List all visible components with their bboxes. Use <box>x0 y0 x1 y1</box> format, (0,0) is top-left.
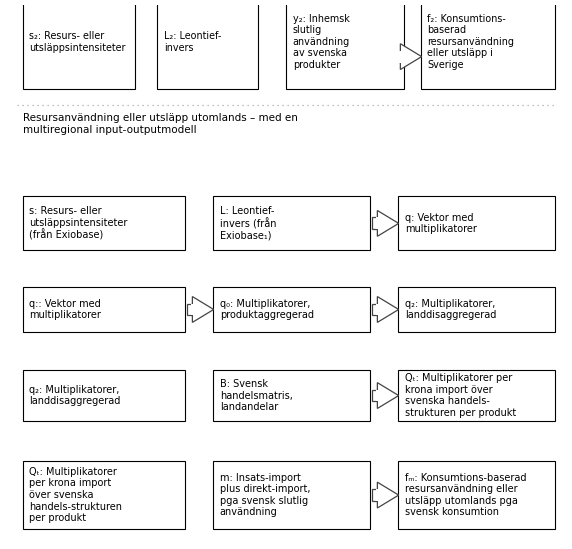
FancyBboxPatch shape <box>398 287 555 332</box>
Text: y₂: Inhemsk
slutlig
användning
av svenska
produkter: y₂: Inhemsk slutlig användning av svensk… <box>293 14 350 70</box>
Text: Qₜ: Multiplikatorer
per krona import
över svenska
handels­strukturen
per produkt: Qₜ: Multiplikatorer per krona import öve… <box>29 467 122 523</box>
Text: Resursanvändning eller utsläpp utomlands – med en
multiregional input-outputmode: Resursanvändning eller utsläpp utomlands… <box>22 113 297 135</box>
FancyBboxPatch shape <box>398 370 555 421</box>
Text: s₂: Resurs- eller
utsläppsintensiteter: s₂: Resurs- eller utsläppsintensiteter <box>29 31 126 53</box>
Text: B: Svensk
handelsmatris,
landandelar: B: Svensk handelsmatris, landandelar <box>220 379 293 412</box>
Bar <box>376 217 379 229</box>
Bar <box>376 489 379 501</box>
Bar <box>372 304 378 315</box>
Text: q: Vektor med
multiplikatorer: q: Vektor med multiplikatorer <box>405 212 476 234</box>
FancyBboxPatch shape <box>22 287 185 332</box>
Text: q₀: Multiplikatorer,
produktaggregerad: q₀: Multiplikatorer, produktaggregerad <box>220 299 314 320</box>
Polygon shape <box>378 482 399 508</box>
FancyBboxPatch shape <box>22 462 185 529</box>
FancyBboxPatch shape <box>22 370 185 421</box>
FancyBboxPatch shape <box>213 370 370 421</box>
Bar <box>372 489 378 501</box>
Polygon shape <box>400 44 422 70</box>
FancyBboxPatch shape <box>398 197 555 250</box>
Text: q₂: Multiplikatorer,
landdisaggregerad: q₂: Multiplikatorer, landdisaggregerad <box>29 385 121 406</box>
FancyBboxPatch shape <box>157 0 258 89</box>
FancyBboxPatch shape <box>213 462 370 529</box>
Text: q:: Vektor med
multiplikatorer: q:: Vektor med multiplikatorer <box>29 299 101 320</box>
FancyBboxPatch shape <box>22 197 185 250</box>
FancyBboxPatch shape <box>286 0 404 89</box>
Bar <box>376 304 379 315</box>
Text: f₂: Konsumtions-
baserad
resursanvändning
eller utsläpp i
Sverige: f₂: Konsumtions- baserad resursanvändnin… <box>427 14 514 70</box>
Bar <box>188 304 192 315</box>
Bar <box>372 390 378 401</box>
Text: fₘ: Konsumtions-baserad
resursanvändning eller
utsläpp utomlands pga
svensk kons: fₘ: Konsumtions-baserad resursanvändning… <box>405 473 526 518</box>
Text: L: Leontief-
invers (från
Exiobase₁): L: Leontief- invers (från Exiobase₁) <box>220 206 276 241</box>
Bar <box>372 217 378 229</box>
FancyBboxPatch shape <box>213 197 370 250</box>
FancyBboxPatch shape <box>213 287 370 332</box>
Text: q₂: Multiplikatorer,
landdisaggregerad: q₂: Multiplikatorer, landdisaggregerad <box>405 299 496 320</box>
Bar <box>376 390 379 401</box>
Polygon shape <box>378 210 399 236</box>
Bar <box>399 51 402 63</box>
Text: s: Resurs- eller
utsläppsintensiteter
(från Exiobase): s: Resurs- eller utsläppsintensiteter (f… <box>29 206 128 241</box>
FancyBboxPatch shape <box>22 0 134 89</box>
Text: L₂: Leontief-
invers: L₂: Leontief- invers <box>164 31 221 53</box>
Polygon shape <box>192 296 214 322</box>
Text: Qₜ: Multiplikatorer per
krona import över
svenska handels-
strukturen per produk: Qₜ: Multiplikatorer per krona import öve… <box>405 373 516 418</box>
Bar <box>190 304 194 315</box>
Text: m: Insats-import
plus direkt-import,
pga svensk slutlig
användning: m: Insats-import plus direkt-import, pga… <box>220 473 311 518</box>
Polygon shape <box>378 383 399 408</box>
FancyBboxPatch shape <box>420 0 555 89</box>
FancyBboxPatch shape <box>398 462 555 529</box>
Bar <box>400 51 406 63</box>
Polygon shape <box>378 296 399 322</box>
